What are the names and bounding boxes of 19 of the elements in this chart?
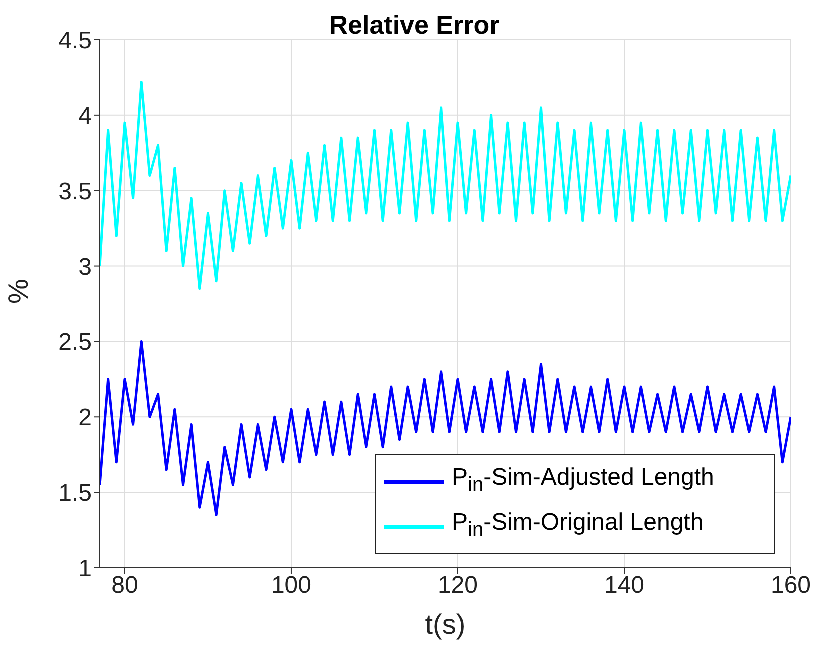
- y-tick-label: 2: [78, 404, 92, 432]
- x-tick-label: 80: [112, 572, 138, 600]
- y-tick-label: 3.5: [58, 178, 92, 206]
- x-tick-label: 140: [604, 572, 645, 600]
- y-tick-label: 1.5: [58, 480, 92, 508]
- y-tick-label: 3: [78, 254, 92, 281]
- y-axis-title: %: [2, 279, 34, 304]
- x-tick-label: 120: [438, 572, 478, 600]
- legend-label: P$_{in}$-Sim-Original Length: [452, 508, 704, 543]
- y-tick-label: 4.5: [58, 28, 92, 55]
- x-tick-label: 100: [271, 572, 312, 600]
- chart-title: Relative Error: [329, 10, 500, 40]
- x-axis-title: t(s): [425, 609, 466, 640]
- y-tick-label: 1: [78, 556, 92, 583]
- y-tick-label: 4: [78, 102, 92, 130]
- legend-label: P$_{in}$-Sim-Adjusted Length: [452, 463, 714, 498]
- y-tick-label: 2.5: [58, 329, 92, 356]
- line-series: [100, 80, 791, 290]
- x-tick-label: 160: [770, 572, 812, 600]
